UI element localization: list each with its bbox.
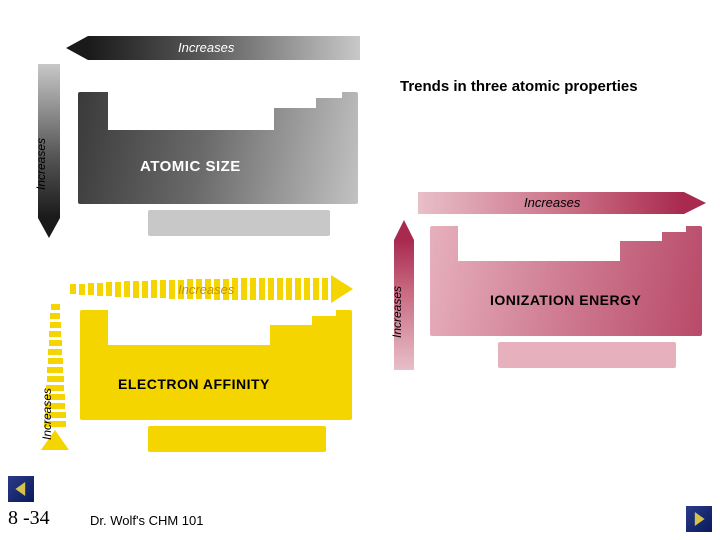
course-label: Dr. Wolf's CHM 101 bbox=[90, 513, 204, 528]
prev-button[interactable] bbox=[8, 476, 34, 502]
ionization-h-arrow-label: Increases bbox=[524, 195, 580, 210]
slide-number: 8 -34 bbox=[8, 507, 50, 530]
next-button[interactable] bbox=[686, 506, 712, 532]
page-title: Trends in three atomic properties bbox=[400, 78, 638, 95]
chevron-right-icon bbox=[692, 512, 706, 526]
atomic-size-h-arrow-label: Increases bbox=[178, 40, 234, 55]
atomic-size-v-arrow-label: Increases bbox=[34, 138, 48, 190]
electron-affinity-v-arrow-label: Increases bbox=[40, 388, 54, 440]
electron-affinity-label: ELECTRON AFFINITY bbox=[118, 376, 270, 392]
chevron-left-icon bbox=[14, 482, 28, 496]
ionization-v-arrow-label: Increases bbox=[390, 286, 404, 338]
electron-affinity-h-arrow-label: Increases bbox=[178, 282, 234, 297]
ionization-label: IONIZATION ENERGY bbox=[490, 292, 641, 308]
atomic-size-label: ATOMIC SIZE bbox=[140, 158, 241, 175]
